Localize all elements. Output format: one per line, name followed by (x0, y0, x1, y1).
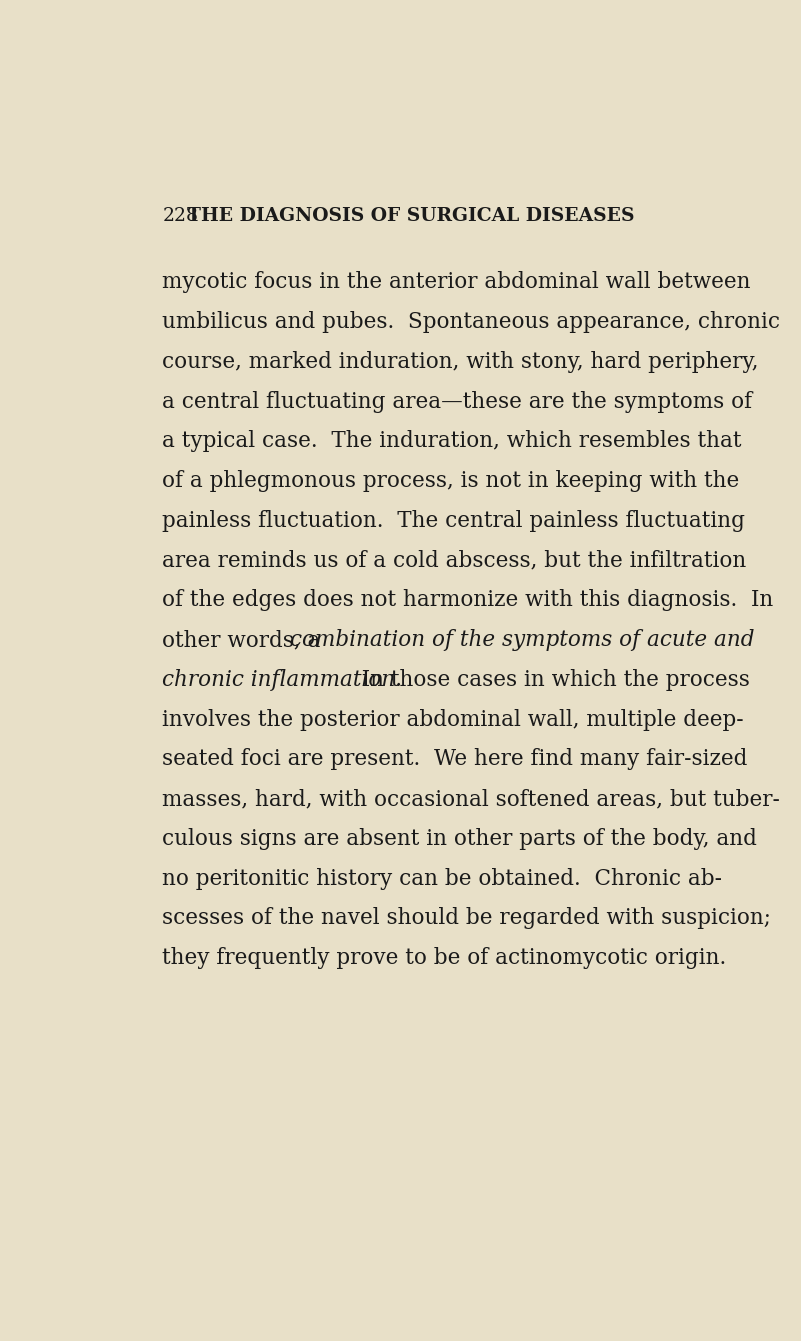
Text: combination of the symptoms of acute and: combination of the symptoms of acute and (290, 629, 755, 652)
Text: mycotic focus in the anterior abdominal wall between: mycotic focus in the anterior abdominal … (162, 271, 751, 294)
Text: of the edges does not harmonize with this diagnosis.  In: of the edges does not harmonize with thi… (162, 590, 774, 611)
Text: scesses of the navel should be regarded with suspicion;: scesses of the navel should be regarded … (162, 908, 771, 929)
Text: THE DIAGNOSIS OF SURGICAL DISEASES: THE DIAGNOSIS OF SURGICAL DISEASES (187, 207, 634, 225)
Text: other words, a: other words, a (162, 629, 328, 652)
Text: a central fluctuating area—these are the symptoms of: a central fluctuating area—these are the… (162, 390, 752, 413)
Text: of a phlegmonous process, is not in keeping with the: of a phlegmonous process, is not in keep… (162, 471, 739, 492)
Text: In those cases in which the process: In those cases in which the process (348, 669, 751, 691)
Text: chronic inflammation.: chronic inflammation. (162, 669, 402, 691)
Text: masses, hard, with occasional softened areas, but tuber-: masses, hard, with occasional softened a… (162, 789, 780, 810)
Text: no peritonitic history can be obtained.  Chronic ab-: no peritonitic history can be obtained. … (162, 868, 723, 889)
Text: involves the posterior abdominal wall, multiple deep-: involves the posterior abdominal wall, m… (162, 708, 744, 731)
Text: painless fluctuation.  The central painless fluctuating: painless fluctuation. The central painle… (162, 510, 745, 532)
Text: seated foci are present.  We here find many fair-sized: seated foci are present. We here find ma… (162, 748, 747, 771)
Text: culous signs are absent in other parts of the body, and: culous signs are absent in other parts o… (162, 827, 757, 850)
Text: umbilicus and pubes.  Spontaneous appearance, chronic: umbilicus and pubes. Spontaneous appeara… (162, 311, 780, 333)
Text: area reminds us of a cold abscess, but the infiltration: area reminds us of a cold abscess, but t… (162, 550, 747, 571)
Text: they frequently prove to be of actinomycotic origin.: they frequently prove to be of actinomyc… (162, 947, 727, 970)
Text: course, marked induration, with stony, hard periphery,: course, marked induration, with stony, h… (162, 351, 759, 373)
Text: 228: 228 (162, 207, 198, 225)
Text: a typical case.  The induration, which resembles that: a typical case. The induration, which re… (162, 430, 742, 452)
